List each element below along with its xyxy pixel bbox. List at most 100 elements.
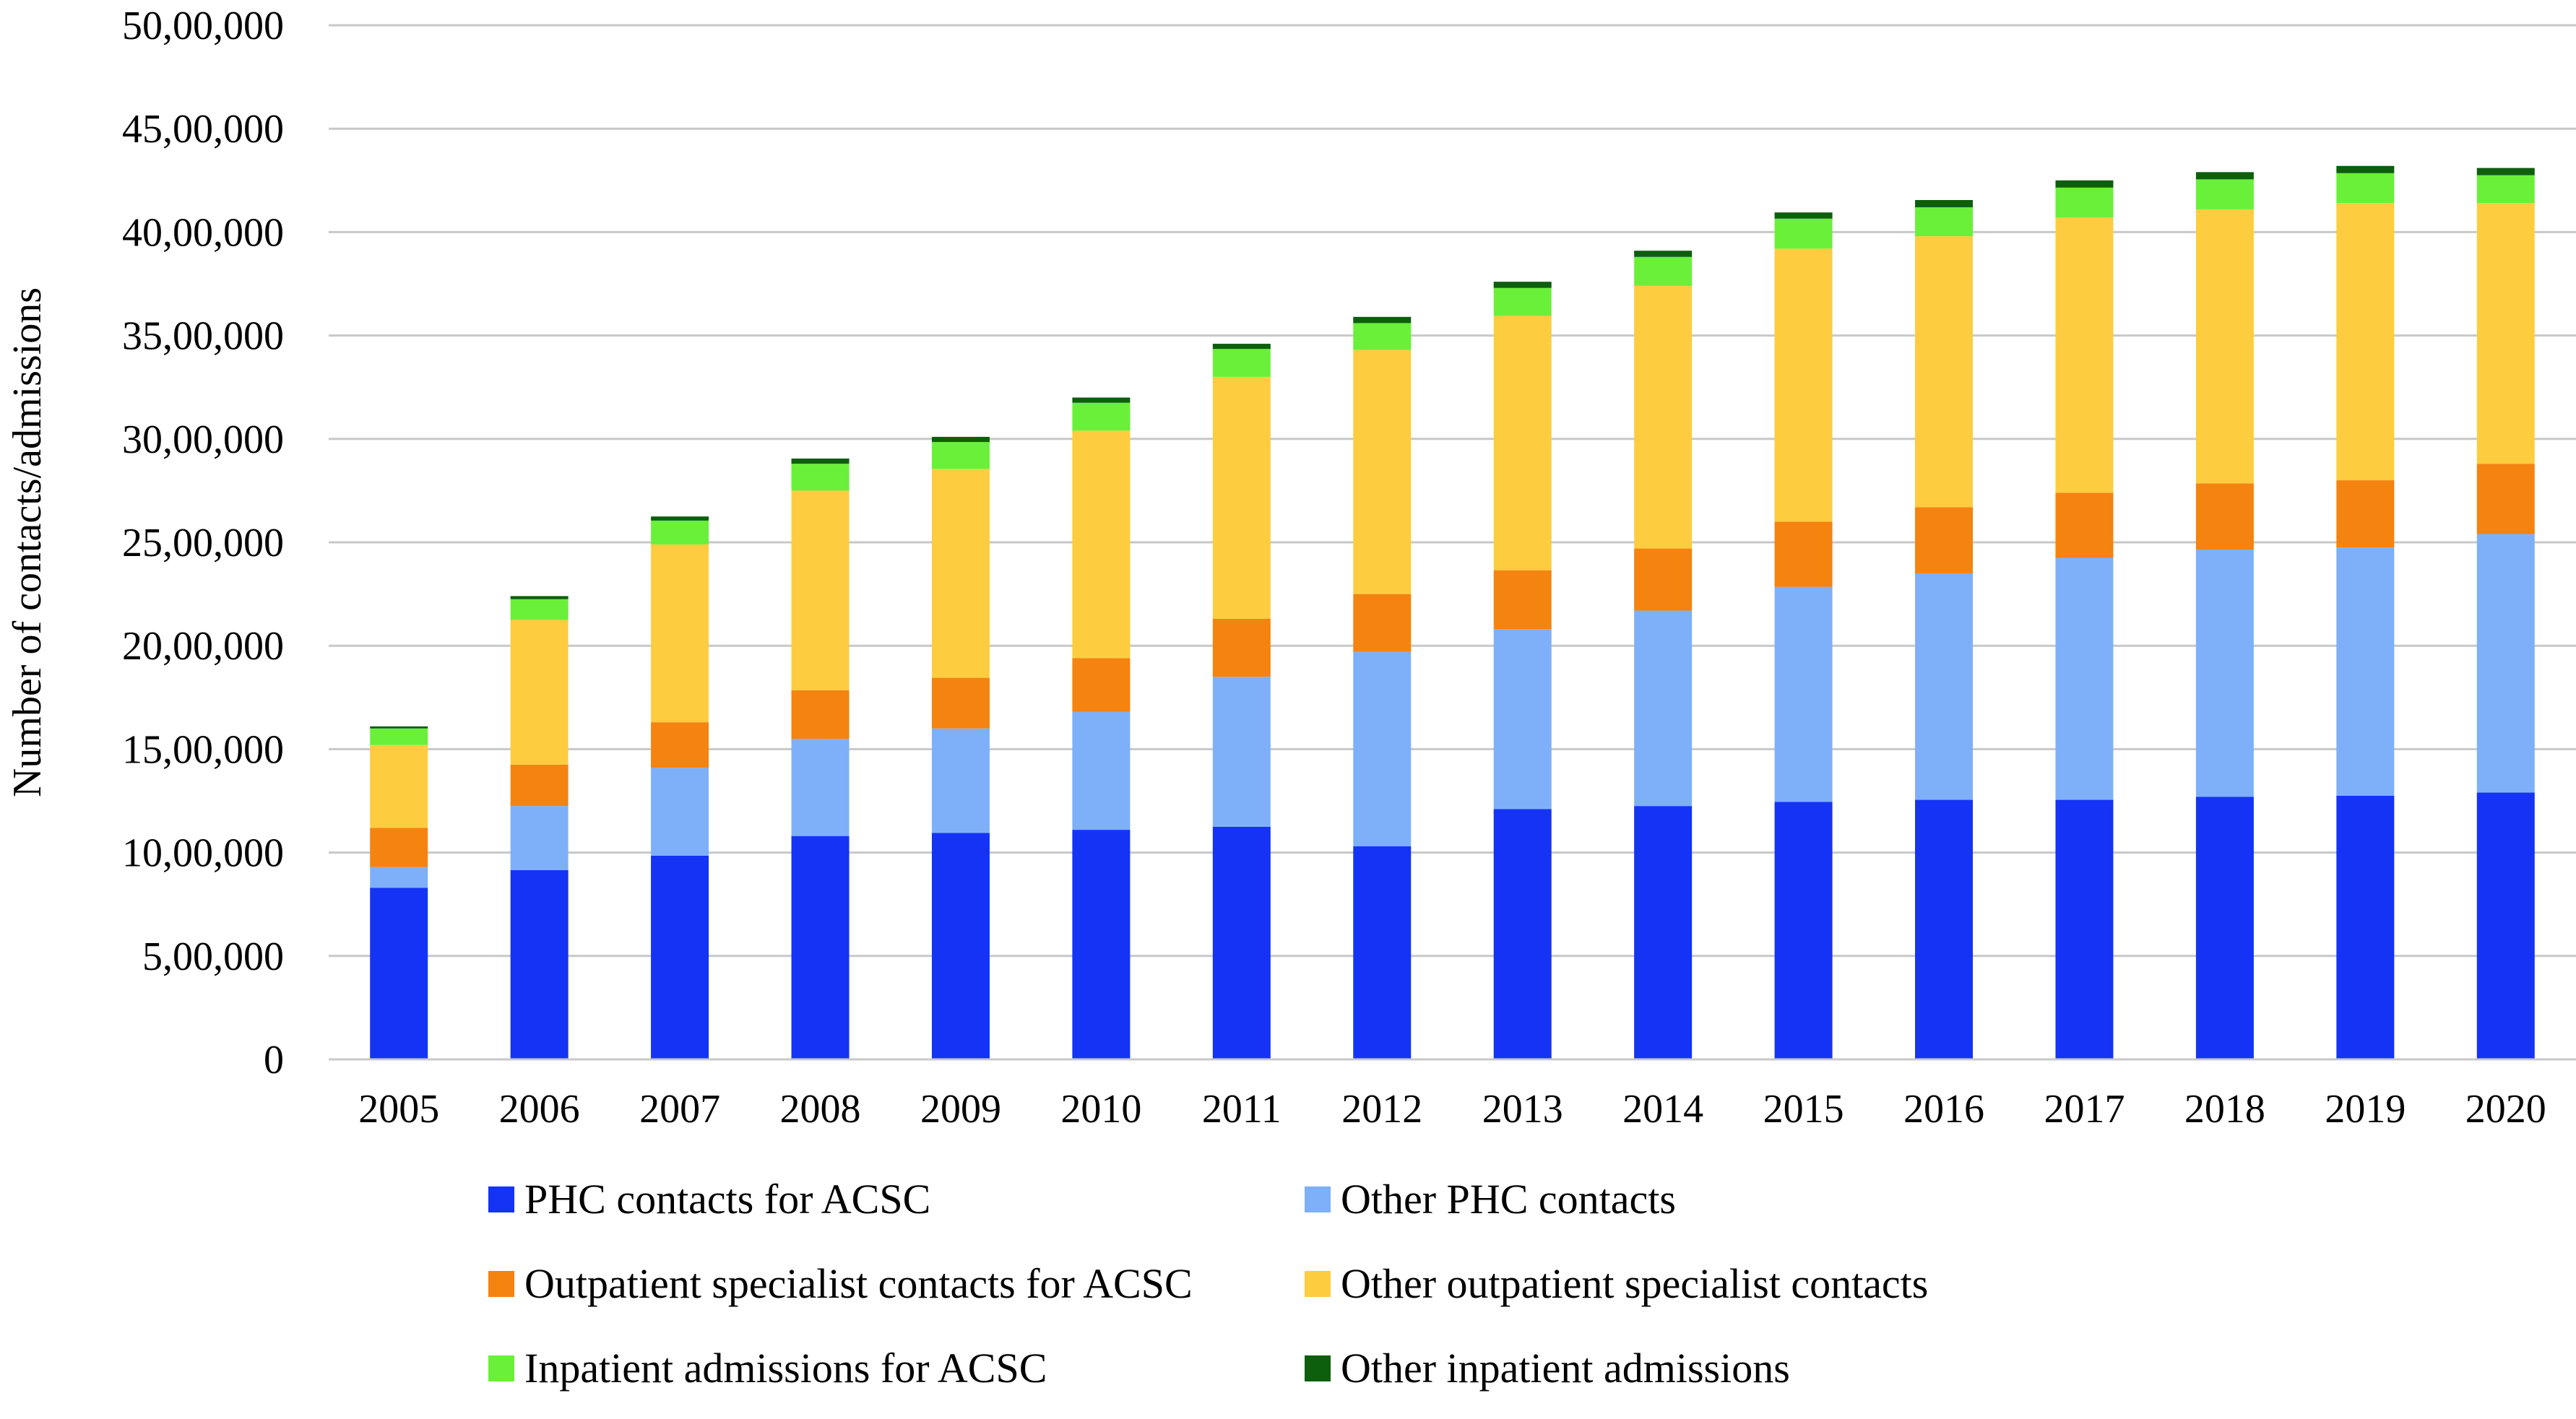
x-tick-label: 2011 xyxy=(1202,1087,1281,1132)
bar-segment-4-2020 xyxy=(2476,203,2535,464)
bar-segment-6-2005 xyxy=(370,726,428,729)
bar-segment-1-2017 xyxy=(2055,799,2114,1059)
bar-segment-2-2012 xyxy=(1353,651,1412,847)
x-tick-label: 2007 xyxy=(639,1087,720,1132)
bar-segment-1-2015 xyxy=(1774,802,1833,1059)
bar-segment-1-2013 xyxy=(1493,809,1552,1059)
x-tick-label: 2015 xyxy=(1763,1087,1844,1132)
bar-segment-5-2007 xyxy=(651,520,709,544)
bar-segment-4-2005 xyxy=(370,745,428,828)
bar-segment-3-2008 xyxy=(791,690,850,739)
bar-segment-1-2018 xyxy=(2195,797,2254,1059)
x-tick-label: 2020 xyxy=(2465,1087,2546,1132)
bar-segment-6-2009 xyxy=(931,436,990,443)
bar-segment-1-2016 xyxy=(1915,799,1974,1059)
bar-segment-6-2011 xyxy=(1212,344,1271,350)
x-tick-label: 2018 xyxy=(2184,1087,2265,1132)
bar-segment-5-2013 xyxy=(1493,287,1552,316)
x-tick-label: 2008 xyxy=(780,1087,861,1132)
y-tick-label: 35,00,000 xyxy=(122,314,284,359)
bar-segment-6-2018 xyxy=(2195,172,2254,180)
bar-segment-1-2007 xyxy=(651,855,709,1059)
bar-segment-4-2018 xyxy=(2195,209,2254,484)
x-tick-label: 2012 xyxy=(1341,1087,1422,1132)
bar-segment-2-2017 xyxy=(2055,557,2114,800)
x-tick-label: 2019 xyxy=(2325,1087,2406,1132)
bar-segment-3-2011 xyxy=(1212,618,1271,677)
bar-segment-2-2014 xyxy=(1634,610,1693,807)
bar-segment-6-2007 xyxy=(651,516,709,521)
bar-segment-1-2010 xyxy=(1072,830,1131,1059)
bar-segment-2-2006 xyxy=(510,806,569,870)
y-tick-label: 50,00,000 xyxy=(122,4,284,48)
y-tick-label: 45,00,000 xyxy=(122,107,284,152)
bar-segment-6-2020 xyxy=(2476,168,2535,175)
x-tick-label: 2016 xyxy=(1903,1087,1984,1132)
bar-segment-6-2008 xyxy=(791,459,850,464)
bar-segment-6-2015 xyxy=(1774,212,1833,219)
bar-segment-5-2010 xyxy=(1072,402,1131,431)
y-tick-label: 20,00,000 xyxy=(122,624,284,669)
bar-segment-5-2005 xyxy=(370,728,428,745)
bar-segment-2-2018 xyxy=(2195,550,2254,797)
bar-segment-3-2012 xyxy=(1353,594,1412,652)
bar-segment-5-2008 xyxy=(791,464,850,491)
bar-segment-2-2009 xyxy=(931,728,990,833)
x-tick-label: 2013 xyxy=(1482,1087,1563,1132)
bar-segment-4-2015 xyxy=(1774,248,1833,522)
bar-segment-3-2005 xyxy=(370,828,428,867)
bar-segment-2-2019 xyxy=(2336,547,2395,796)
bar-segment-3-2016 xyxy=(1915,507,1974,573)
bar-segment-4-2006 xyxy=(510,620,569,765)
bar-segment-4-2009 xyxy=(931,469,990,678)
bar-segment-3-2019 xyxy=(2336,480,2395,548)
bar-segment-2-2007 xyxy=(651,768,709,856)
bar-segment-1-2009 xyxy=(931,833,990,1059)
bar-segment-4-2007 xyxy=(651,544,709,723)
bar-segment-5-2015 xyxy=(1774,218,1833,249)
bar-segment-6-2014 xyxy=(1634,251,1693,257)
y-tick-label: 0 xyxy=(264,1038,284,1082)
bar-segment-4-2013 xyxy=(1493,316,1552,570)
bar-segment-3-2013 xyxy=(1493,570,1552,630)
bar-segment-2-2005 xyxy=(370,867,428,888)
x-axis-tick-labels: 2005 2006 2007 2008 2009 2010 2011 2012 2013 2014… xyxy=(358,1087,2546,1132)
y-tick-label: 25,00,000 xyxy=(122,521,284,565)
bar-segment-5-2006 xyxy=(510,599,569,620)
bar-segment-4-2016 xyxy=(1915,236,1974,508)
bar-segment-5-2011 xyxy=(1212,349,1271,377)
bar-segment-1-2011 xyxy=(1212,826,1271,1059)
bar-segment-4-2012 xyxy=(1353,350,1412,594)
x-tick-label: 2017 xyxy=(2044,1087,2125,1132)
bar-segment-5-2018 xyxy=(2195,179,2254,209)
bar-segment-4-2008 xyxy=(791,490,850,690)
x-tick-label: 2006 xyxy=(499,1087,580,1132)
y-tick-label: 5,00,000 xyxy=(142,934,284,979)
bar-segment-2-2013 xyxy=(1493,629,1552,810)
bar-segment-3-2015 xyxy=(1774,521,1833,587)
bar-segment-4-2017 xyxy=(2055,217,2114,493)
bar-segment-5-2016 xyxy=(1915,207,1974,237)
bar-segment-6-2017 xyxy=(2055,180,2114,188)
bar-segment-2-2008 xyxy=(791,739,850,836)
bar-segment-3-2014 xyxy=(1634,548,1693,611)
bar-segment-1-2012 xyxy=(1353,846,1412,1059)
bar-segment-3-2009 xyxy=(931,677,990,729)
bar-segment-3-2017 xyxy=(2055,492,2114,558)
bar-segment-4-2014 xyxy=(1634,285,1693,549)
bar-segment-5-2009 xyxy=(931,442,990,469)
y-tick-label: 30,00,000 xyxy=(122,417,284,462)
bar-segment-1-2008 xyxy=(791,836,850,1059)
bar-segment-2-2010 xyxy=(1072,711,1131,830)
bar-segment-6-2019 xyxy=(2336,165,2395,173)
bar-segment-2-2015 xyxy=(1774,586,1833,802)
bar-segment-5-2012 xyxy=(1353,323,1412,350)
bar-segment-4-2010 xyxy=(1072,430,1131,659)
x-tick-label: 2009 xyxy=(920,1087,1001,1132)
y-tick-label: 15,00,000 xyxy=(122,727,284,772)
bar-segment-4-2019 xyxy=(2336,203,2395,481)
bar-segment-6-2012 xyxy=(1353,316,1412,324)
bar-segment-3-2006 xyxy=(510,764,569,807)
x-tick-label: 2005 xyxy=(358,1087,439,1132)
